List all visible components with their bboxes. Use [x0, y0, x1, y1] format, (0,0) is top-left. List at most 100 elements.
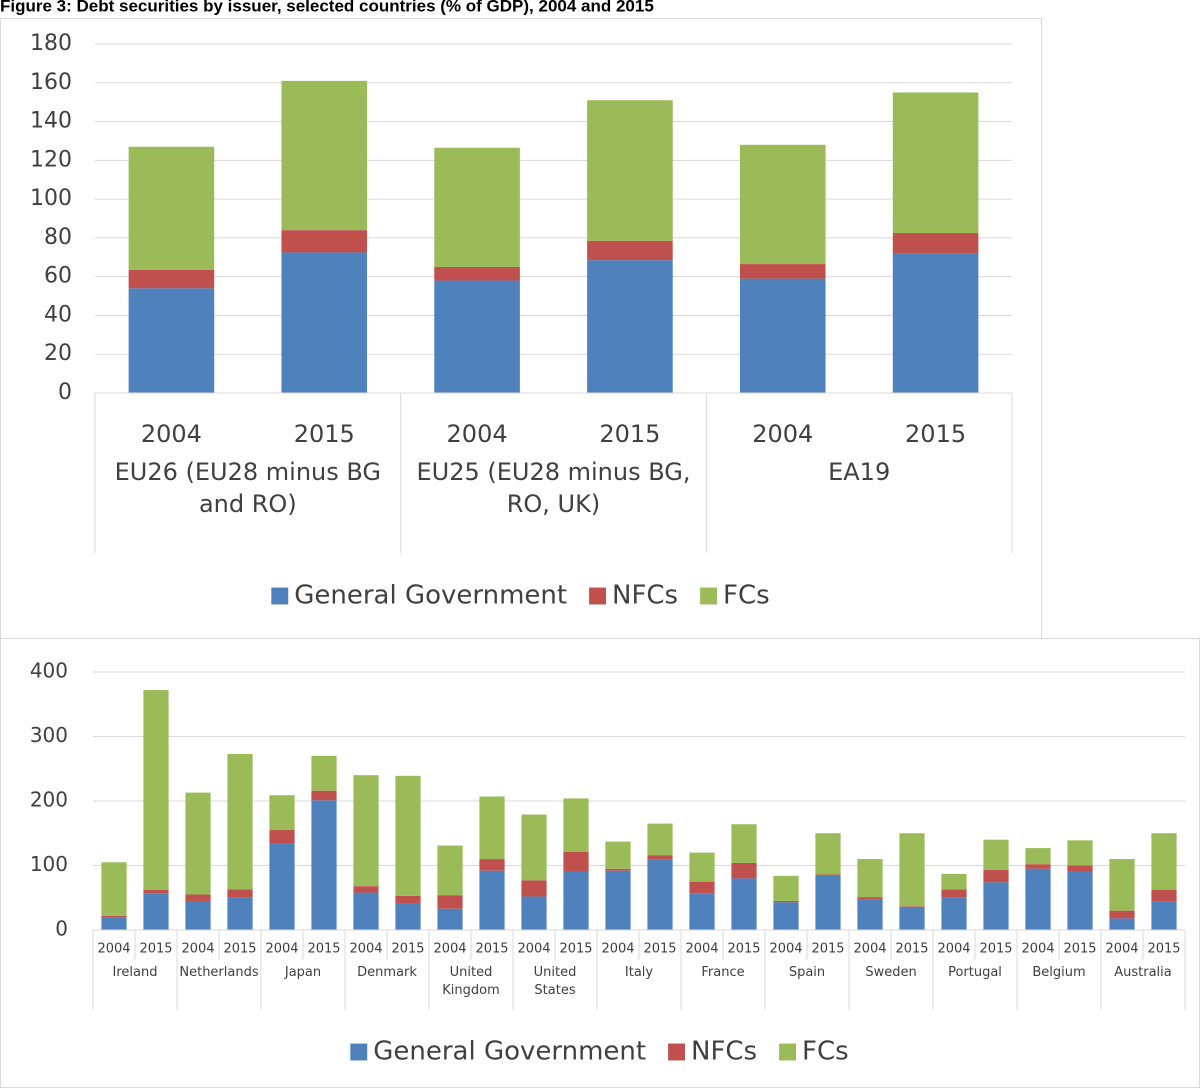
- bar-segment: [434, 280, 520, 393]
- y-tick-label: 60: [44, 264, 72, 289]
- bar-segment: [101, 915, 127, 918]
- bar-segment: [311, 800, 337, 930]
- y-tick-label: 160: [30, 70, 72, 95]
- group-label: Italy: [624, 965, 654, 980]
- x-tick-label: 2015: [294, 420, 355, 448]
- bar-segment: [128, 146, 215, 270]
- group-label-box: Denmark: [357, 965, 417, 980]
- bar-segment: [227, 897, 253, 930]
- bar-segment: [1067, 840, 1093, 866]
- group-label: EU25 (EU28 minus BG, RO, UK): [416, 458, 691, 519]
- bar-segment: [227, 889, 253, 898]
- x-tick-label: 2004: [1105, 942, 1138, 957]
- legend-label: NFCs: [612, 581, 678, 611]
- group-label-box: EU26 (EU28 minus BG and RO): [114, 458, 382, 519]
- x-tick-label: 2004: [517, 942, 550, 957]
- bar-segment: [1025, 868, 1051, 930]
- bar-segment: [731, 878, 757, 930]
- group-label: Netherlands: [179, 965, 259, 980]
- y-tick-label: 0: [55, 917, 68, 941]
- bar-segment: [143, 893, 169, 930]
- bar-segment: [1151, 890, 1177, 902]
- x-tick-label: 2004: [769, 942, 802, 957]
- bar-segment: [437, 895, 463, 909]
- bar-segment: [101, 862, 127, 916]
- x-tick-label: 2015: [559, 942, 592, 957]
- bar-segment: [185, 900, 211, 930]
- bar-segment: [815, 833, 841, 875]
- x-tick-label: 2015: [599, 420, 660, 448]
- bar-segment: [892, 92, 979, 234]
- group-label: Australia: [1114, 965, 1172, 980]
- legend-swatch: [668, 1043, 686, 1061]
- group-label: France: [701, 965, 745, 980]
- bar-segment: [311, 755, 337, 791]
- bar-segment: [269, 795, 295, 831]
- bar-segment: [941, 873, 967, 890]
- bar-segment: [899, 906, 925, 907]
- bar-segment: [311, 790, 337, 801]
- bar-segment: [143, 690, 169, 891]
- y-tick-label: 200: [30, 788, 68, 812]
- x-tick-label: 2004: [349, 942, 382, 957]
- bar-segment: [899, 906, 925, 930]
- group-label: United Kingdom: [442, 965, 500, 998]
- bar-segment: [1067, 865, 1093, 872]
- bar-segment: [605, 841, 631, 869]
- bar-segment: [353, 886, 379, 893]
- group-label-box: Belgium: [1032, 965, 1086, 980]
- group-label: Belgium: [1032, 965, 1086, 980]
- group-label-box: Netherlands: [179, 965, 259, 980]
- bar-segment: [521, 814, 547, 881]
- bar-segment: [479, 870, 505, 930]
- bar-segment: [128, 288, 215, 393]
- x-tick-label: 2015: [307, 942, 340, 957]
- bar-segment: [563, 871, 589, 930]
- bar-segment: [773, 902, 799, 930]
- x-tick-label: 2004: [447, 420, 508, 448]
- bar-segment: [395, 903, 421, 930]
- bar-segment: [521, 880, 547, 897]
- bar-segment: [281, 230, 368, 253]
- bar-segment: [587, 100, 673, 241]
- bar-segment: [773, 875, 799, 901]
- x-tick-label: 2004: [433, 942, 466, 957]
- group-label: Portugal: [948, 965, 1002, 980]
- legend-swatch: [589, 587, 607, 605]
- bar-segment: [1025, 864, 1051, 869]
- bar-segment: [731, 824, 757, 863]
- bar-segment: [1025, 848, 1051, 865]
- x-tick-label: 2015: [475, 942, 508, 957]
- bar-segment: [941, 897, 967, 930]
- x-tick-label: 2015: [727, 942, 760, 957]
- group-label-box: Japan: [285, 965, 321, 980]
- bar-segment: [185, 894, 211, 901]
- group-label: Spain: [788, 965, 826, 980]
- x-tick-label: 2015: [979, 942, 1012, 957]
- legend-label: General Government: [373, 1037, 646, 1067]
- x-tick-label: 2015: [223, 942, 256, 957]
- bar-segment: [739, 278, 826, 393]
- group-label-box: United States: [533, 965, 577, 998]
- y-tick-label: 20: [44, 341, 72, 366]
- bar-segment: [689, 881, 715, 894]
- group-label-box: Australia: [1114, 965, 1172, 980]
- x-tick-label: 2004: [853, 942, 886, 957]
- bar-segment: [587, 240, 673, 261]
- bar-segment: [128, 269, 215, 289]
- group-label: Ireland: [112, 965, 158, 980]
- group-label-box: Spain: [788, 965, 826, 980]
- chart-frame: [0, 638, 1200, 1088]
- bar-segment: [941, 889, 967, 898]
- bar-segment: [857, 899, 883, 930]
- y-tick-label: 120: [30, 147, 72, 172]
- bar-segment: [563, 851, 589, 872]
- group-label: United States: [533, 965, 577, 998]
- bar-segment: [587, 260, 673, 393]
- group-label: EU26 (EU28 minus BG and RO): [114, 458, 382, 519]
- x-tick-label: 2004: [181, 942, 214, 957]
- group-label-box: France: [701, 965, 745, 980]
- group-label-box: Ireland: [112, 965, 158, 980]
- y-tick-label: 0: [58, 380, 72, 405]
